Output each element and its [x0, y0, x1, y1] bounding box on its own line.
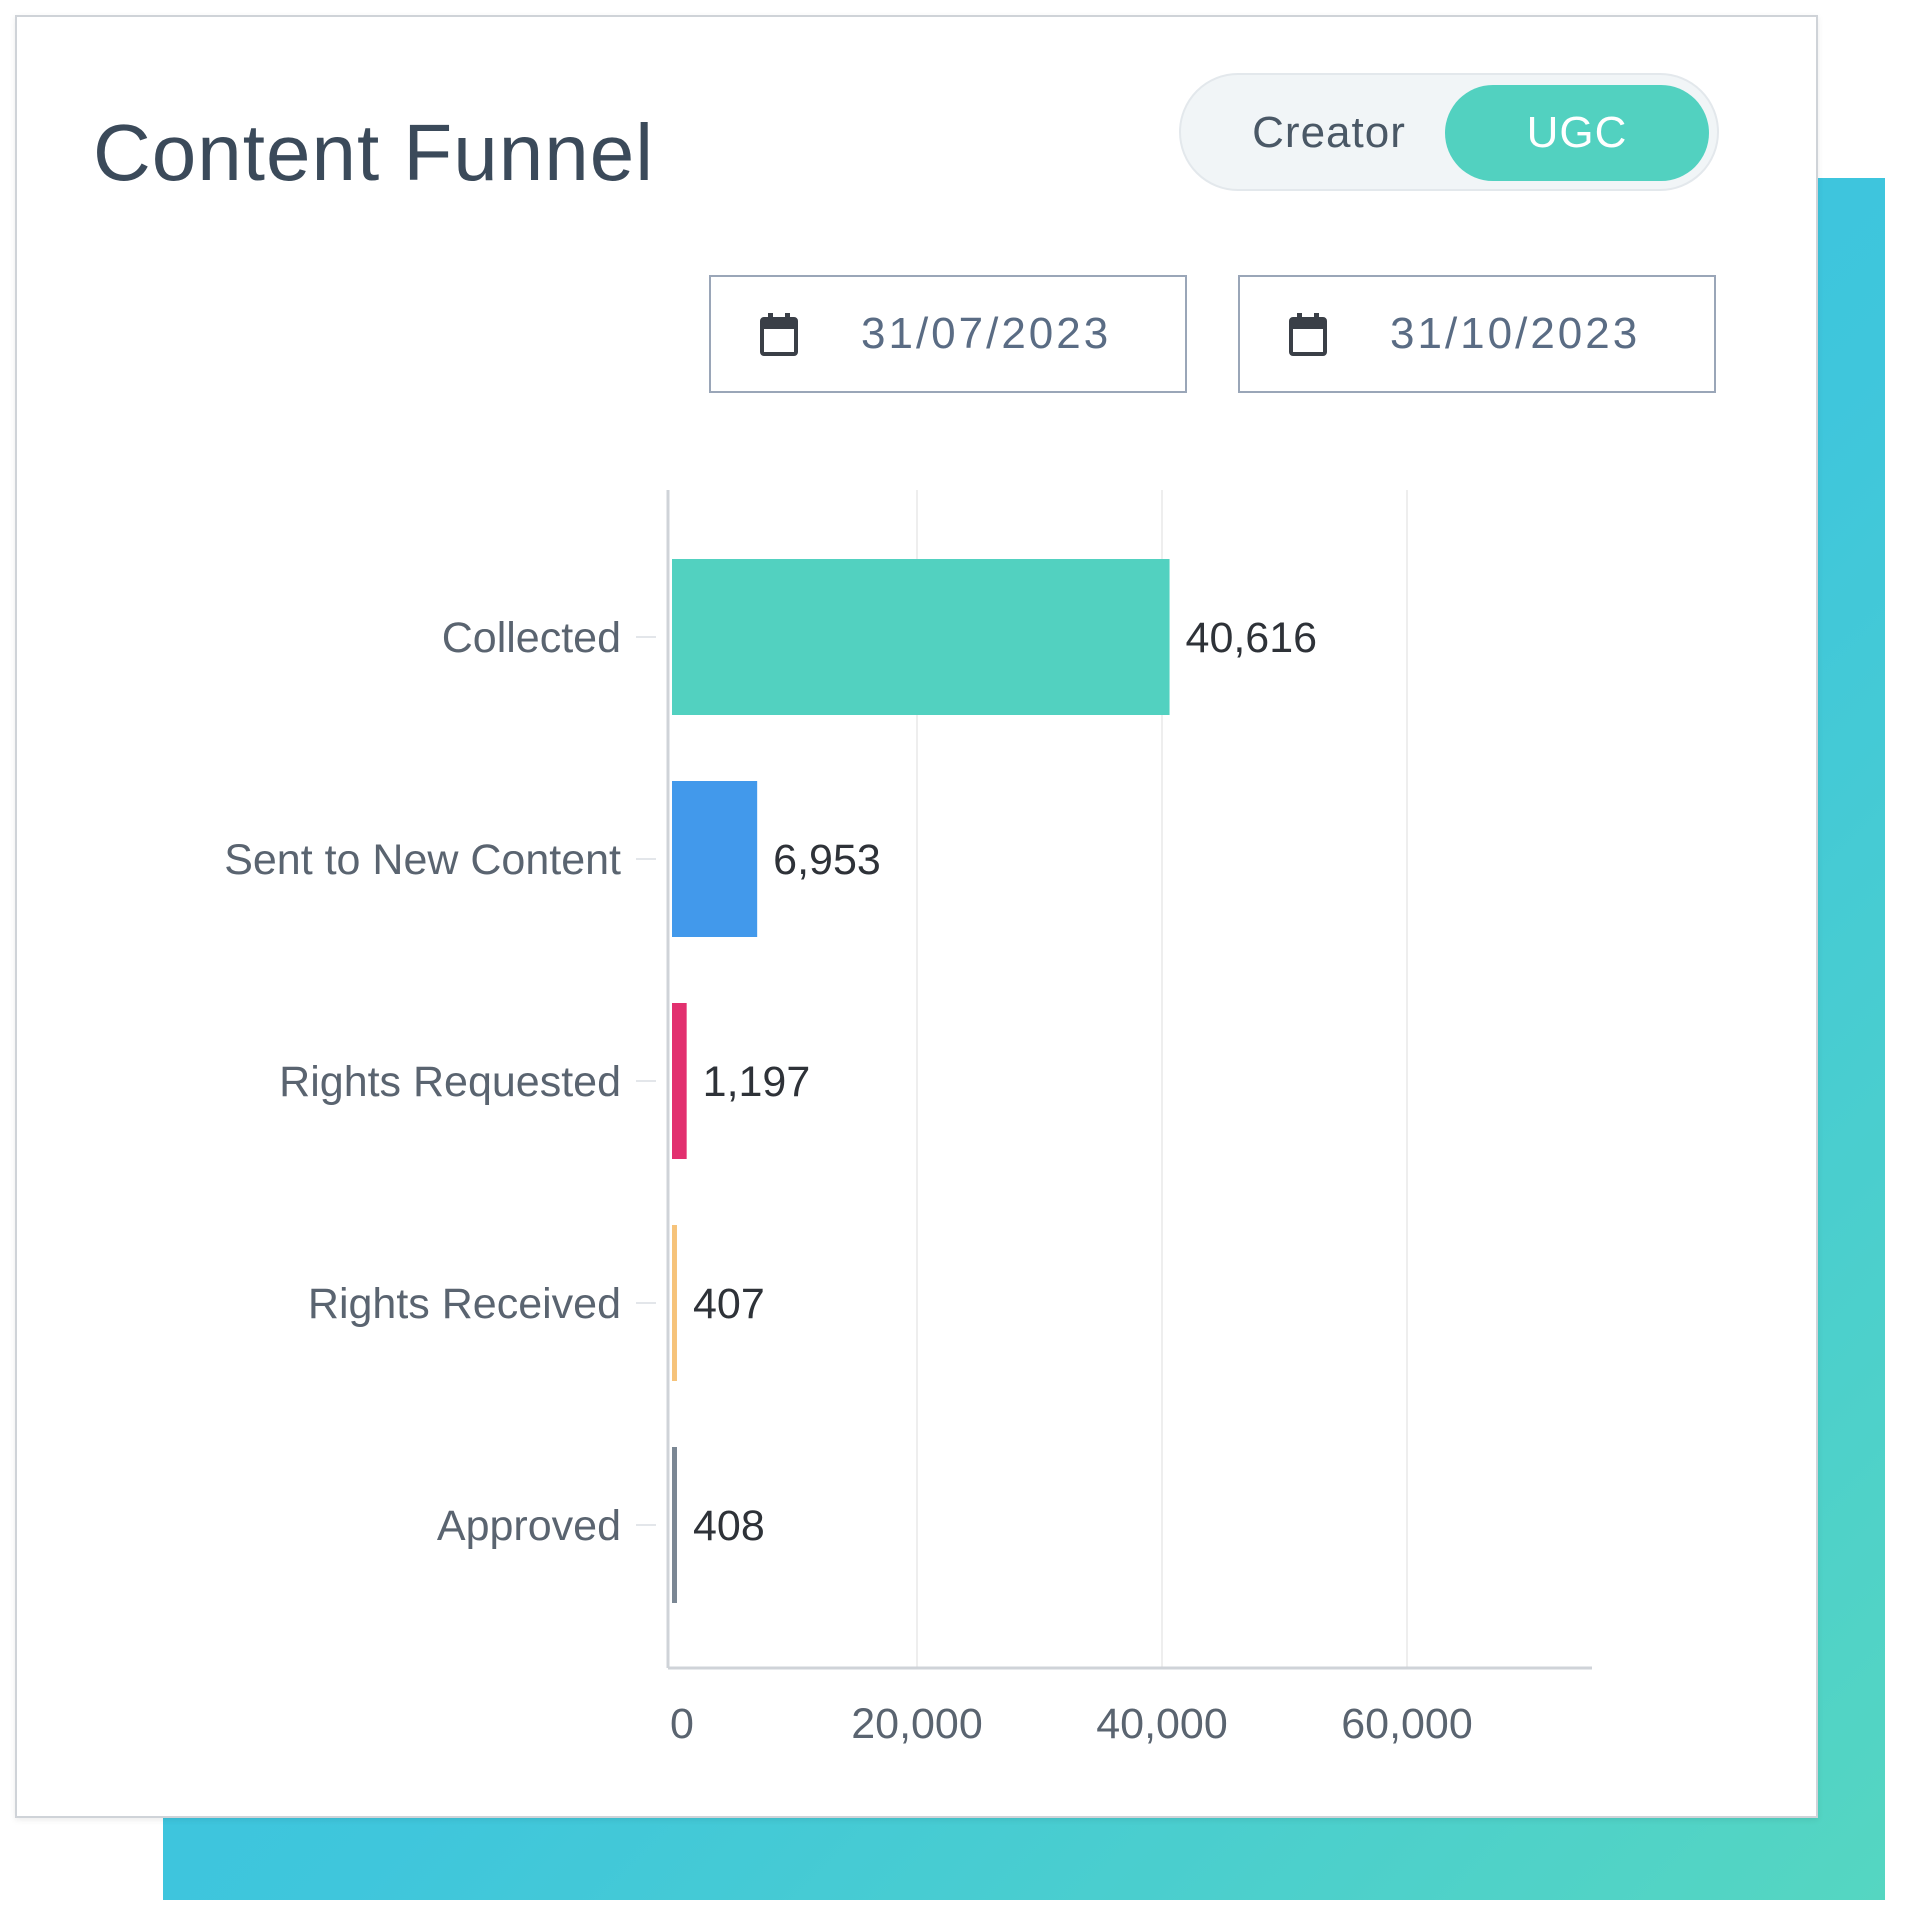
value-label-2: 1,197 — [703, 1058, 811, 1106]
start-date-value: 31/07/2023 — [861, 309, 1112, 358]
calendar-icon — [760, 313, 798, 356]
bar-rights-received — [672, 1225, 677, 1381]
category-label-0: Collected — [442, 614, 621, 662]
value-label-1: 6,953 — [773, 836, 881, 884]
creator-ugc-toggle[interactable]: Creator UGC — [1179, 73, 1719, 191]
x-tick-label-3: 60,000 — [1341, 1700, 1473, 1748]
start-date-picker[interactable]: 31/07/2023 — [709, 275, 1187, 393]
value-label-4: 408 — [693, 1502, 765, 1550]
end-date-picker[interactable]: 31/10/2023 — [1238, 275, 1716, 393]
bar-collected — [672, 559, 1170, 715]
category-label-1: Sent to New Content — [224, 836, 621, 884]
bar-rights-requested — [672, 1003, 687, 1159]
end-date-value: 31/10/2023 — [1390, 309, 1641, 358]
calendar-icon — [1289, 313, 1327, 356]
x-tick-label-0: 0 — [670, 1700, 694, 1748]
value-label-0: 40,616 — [1186, 614, 1318, 662]
x-tick-label-2: 40,000 — [1096, 1700, 1228, 1748]
toggle-option-creator[interactable]: Creator — [1252, 108, 1406, 157]
bar-approved — [672, 1447, 677, 1603]
toggle-option-ugc[interactable]: UGC — [1445, 85, 1709, 181]
category-label-4: Approved — [437, 1502, 621, 1550]
page-title: Content Funnel — [93, 108, 655, 197]
value-label-3: 407 — [693, 1280, 765, 1328]
bar-sent-to-new-content — [672, 781, 758, 937]
category-label-3: Rights Received — [308, 1280, 621, 1328]
x-tick-label-1: 20,000 — [851, 1700, 983, 1748]
category-label-2: Rights Requested — [279, 1058, 621, 1106]
